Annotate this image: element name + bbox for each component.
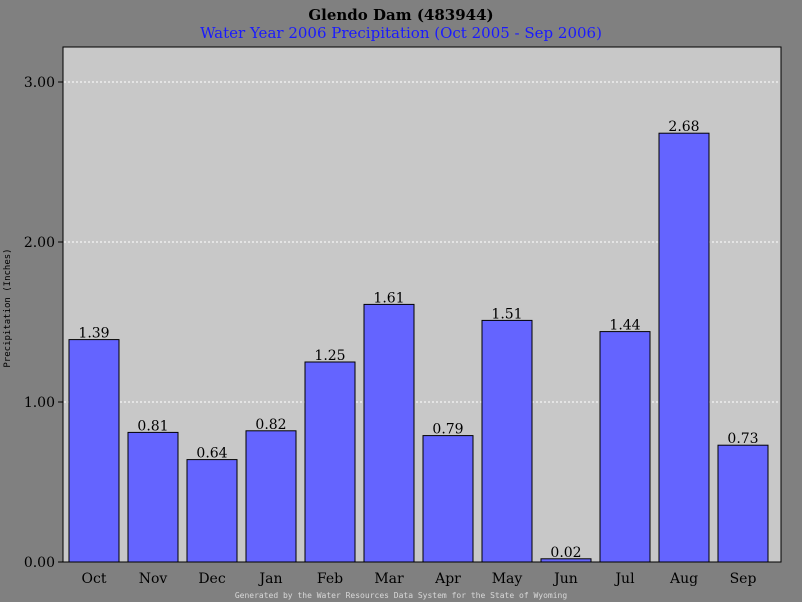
data-label-mar: 1.61 [373, 290, 404, 306]
y-tick-label: 3.00 [24, 75, 55, 91]
bar-aug [658, 132, 710, 563]
data-labels: 1.39 0.81 0.64 0.82 1.25 1.61 0.79 1.51 0.02 1.44… [78, 119, 758, 561]
bar-sep [717, 444, 769, 563]
category-label-nov: Nov [139, 571, 168, 587]
category-label-mar: Mar [374, 571, 404, 587]
bar-jul [599, 331, 651, 563]
footer-credit: Generated by the Water Resources Data Sy… [235, 591, 568, 600]
bar-dec [186, 459, 238, 563]
y-tick-label: 2.00 [24, 235, 55, 251]
category-label-oct: Oct [82, 571, 107, 587]
data-label-jun: 0.02 [550, 545, 581, 561]
y-tick-label: 0.00 [24, 555, 55, 571]
data-label-nov: 0.81 [137, 418, 168, 434]
data-label-feb: 1.25 [314, 348, 345, 364]
category-label-apr: Apr [434, 571, 461, 587]
bar-jun [540, 558, 592, 563]
y-axis-label: Precipitation (Inches) [3, 248, 13, 367]
category-label-jan: Jan [258, 571, 283, 587]
data-label-dec: 0.64 [196, 446, 227, 462]
data-label-jan: 0.82 [255, 417, 286, 433]
y-tick-label: 1.00 [24, 395, 55, 411]
category-label-may: May [492, 571, 523, 587]
data-label-apr: 0.79 [432, 422, 463, 438]
category-label-sep: Sep [730, 571, 757, 587]
x-axis-categories: Oct Nov Dec Jan Feb Mar Apr May Jun Jul Aug Sep [82, 571, 757, 587]
bars [68, 132, 769, 563]
bar-feb [304, 361, 356, 563]
chart-title: Glendo Dam (483944) [308, 6, 493, 24]
bar-apr [422, 435, 474, 563]
category-label-jul: Jul [613, 571, 635, 587]
y-axis-ticks: 0.00 1.00 2.00 3.00 [24, 75, 63, 571]
bar-jan [245, 430, 297, 563]
chart-subtitle: Water Year 2006 Precipitation (Oct 2005 … [200, 24, 602, 42]
category-label-jun: Jun [552, 571, 578, 587]
data-label-oct: 1.39 [78, 326, 109, 342]
data-label-aug: 2.68 [668, 119, 699, 135]
bar-nov [127, 431, 179, 563]
data-label-may: 1.51 [491, 306, 522, 322]
bar-mar [363, 303, 415, 563]
bar-oct [68, 339, 120, 563]
data-label-sep: 0.73 [727, 431, 758, 447]
bar-may [481, 319, 533, 563]
category-label-dec: Dec [198, 571, 226, 587]
category-label-aug: Aug [669, 571, 698, 587]
category-label-feb: Feb [317, 571, 343, 587]
data-label-jul: 1.44 [609, 318, 640, 334]
